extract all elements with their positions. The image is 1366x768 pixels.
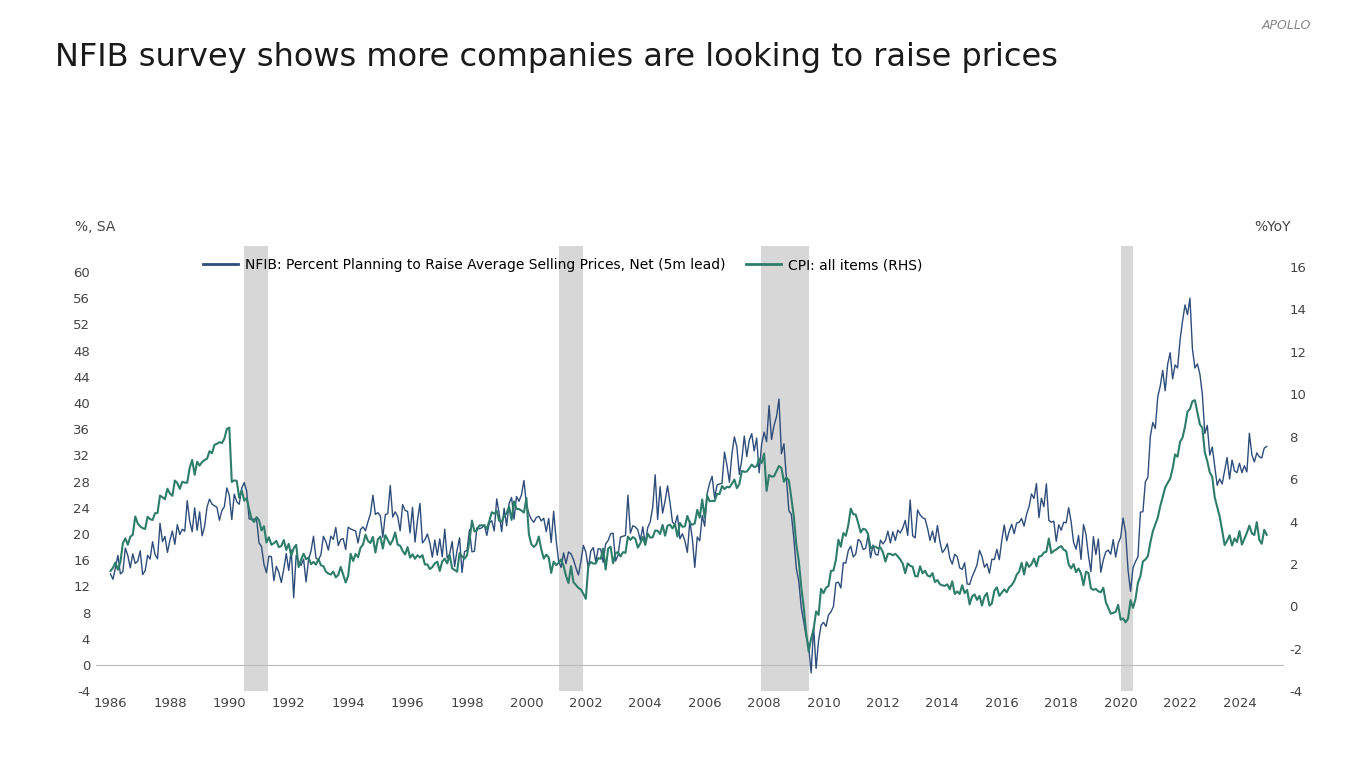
Bar	[245, 246, 268, 691]
Legend: NFIB: Percent Planning to Raise Average Selling Prices, Net (5m lead), CPI: all : NFIB: Percent Planning to Raise Average …	[198, 253, 928, 278]
Bar	[1120, 246, 1132, 691]
Text: NFIB survey shows more companies are looking to raise prices: NFIB survey shows more companies are loo…	[55, 42, 1057, 73]
Text: APOLLO: APOLLO	[1262, 19, 1311, 32]
Bar	[559, 246, 583, 691]
Text: %, SA: %, SA	[75, 220, 116, 234]
Bar	[761, 246, 809, 691]
Text: %YoY: %YoY	[1254, 220, 1291, 234]
